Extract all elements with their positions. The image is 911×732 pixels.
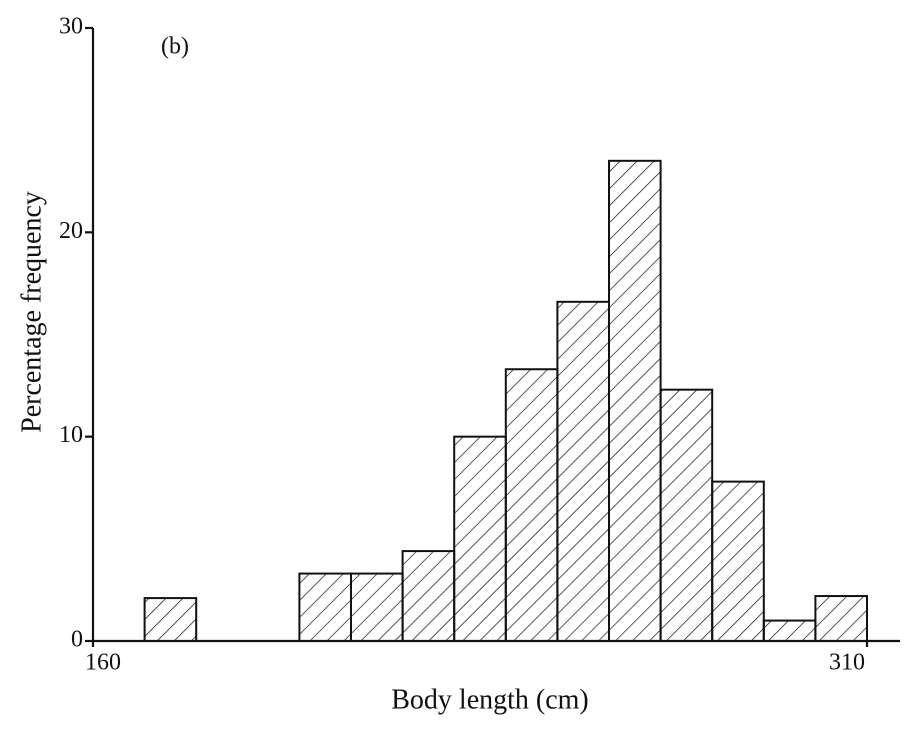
x-tick-label: 310 bbox=[829, 650, 865, 676]
bar bbox=[350, 572, 404, 643]
annotation: (b) bbox=[161, 34, 189, 60]
x-tick-label: 160 bbox=[85, 650, 121, 676]
y-axis-label: Percentage frequency bbox=[16, 191, 47, 433]
bar bbox=[504, 368, 559, 642]
bar bbox=[298, 572, 352, 643]
bar bbox=[608, 159, 662, 642]
bar bbox=[556, 300, 611, 642]
y-tick-label: 0 bbox=[71, 627, 83, 653]
y-tick-label: 10 bbox=[59, 422, 83, 448]
bar bbox=[711, 480, 765, 642]
y-tick-label: 20 bbox=[59, 218, 83, 244]
bar bbox=[143, 597, 198, 643]
bar bbox=[762, 619, 817, 642]
bar bbox=[453, 435, 507, 642]
bar bbox=[814, 595, 869, 643]
bar bbox=[659, 388, 714, 643]
y-tick-label: 30 bbox=[59, 14, 83, 40]
bar bbox=[401, 550, 456, 642]
x-axis-label: Body length (cm) bbox=[391, 684, 589, 715]
